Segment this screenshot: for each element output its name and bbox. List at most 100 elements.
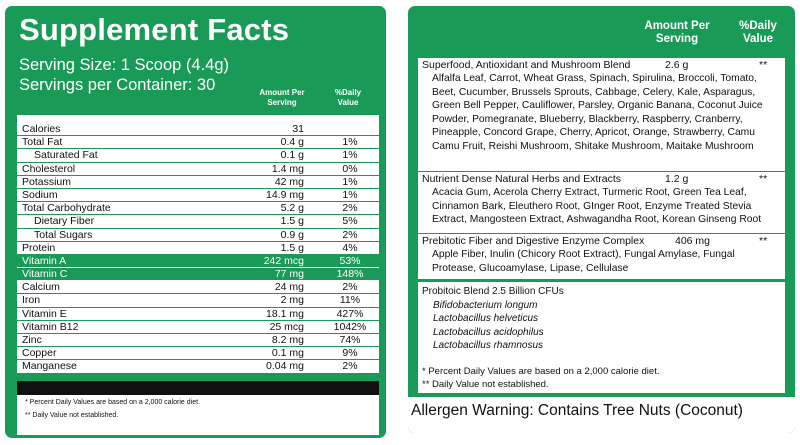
table-row: Cholesterol 1.4 mg 0% [17,163,379,176]
panel-title: Supplement Facts [19,12,290,47]
nutrient-daily-value: 53% [339,254,361,267]
nutrient-name: Copper [22,347,57,360]
table-row: Calcium 24 mg 2% [17,281,379,295]
blend-facts-panel: Amount Per Serving %Daily Value Superfoo… [408,6,795,433]
blend-amount: 2.6 g [665,59,689,71]
nutrient-name: Manganese [22,360,77,373]
probiotic-blend: Probitoic Blend 2.5 Billion CFUs Bifidob… [418,282,785,363]
nutrient-daily-value: 1% [342,175,358,188]
column-header-amount: Amount Per Serving [644,20,710,45]
table-row: Total Sugars 0.9 g 2% [17,229,379,242]
table-row: Vitamin A 242 mcg 53% [17,254,379,269]
probiotic-strain: Lactobacillus acidophilus [433,326,544,338]
column-header-daily-value: %Daily Value [739,20,777,45]
allergen-area [408,397,795,433]
nutrient-daily-value: 1% [342,149,358,162]
nutrient-name: Total Carbohydrate [22,202,111,215]
table-row: Manganese 0.04 mg 2% [17,360,379,374]
nutrient-daily-value: 1042% [333,320,367,333]
footnote-percent-dv: * Percent Daily Values are based on a 2,… [25,399,200,406]
nutrient-name: Saturated Fat [34,149,98,162]
nutrient-table: Calories 31 Total Fat 0.4 g 1% Saturated Fat 0… [17,115,379,374]
table-row: Copper 0.1 mg 9% [17,347,379,361]
nutrient-amount: 0.4 g [280,136,304,149]
nutrient-amount: 1.4 mg [271,162,304,175]
nutrient-daily-value: 1% [342,188,358,201]
blend-daily-value: ** [759,173,768,185]
left-footnotes: * Percent Daily Values are based on a 2,… [17,395,379,435]
nutrient-daily-value: 5% [342,215,358,228]
table-row: Zinc 8.2 mg 74% [17,334,379,348]
nutrient-name: Protein [22,241,56,254]
blend-ingredients: Acacia Gum, Acerola Cherry Extract, Turm… [432,187,762,225]
table-row: Potassium 42 mg 1% [17,176,379,189]
nutrient-amount: 2 mg [280,294,304,307]
nutrient-amount: 14.9 mg [266,188,304,201]
footnote-dv-not-established: ** Daily Value not established. [422,378,549,390]
blend-amount: 1.2 g [665,173,689,185]
nutrient-daily-value: 1% [342,136,358,149]
blend-amount: 406 mg [675,235,711,247]
nutrient-daily-value: 2% [342,228,358,241]
probiotic-title: Probitoic Blend 2.5 Billion CFUs [422,286,564,297]
blend-name: Prebitotic Fiber and Digestive Enzyme Co… [422,235,645,247]
nutrient-daily-value: 74% [339,334,361,346]
nutrient-amount: 5.2 g [280,202,304,215]
serving-size: Serving Size: 1 Scoop (4.4g) [19,56,230,74]
blend-name: Superfood, Antioxidant and Mushroom Blen… [422,59,631,71]
nutrient-name: Vitamin A [22,254,67,267]
allergen-warning: Allergen Warning: Contains Tree Nuts (Co… [411,402,743,419]
nutrient-amount: 42 mg [274,175,304,188]
nutrient-amount: 8.2 mg [271,334,304,346]
table-row: Protein 1.5 g 4% [17,242,379,255]
nutrient-name: Vitamin B12 [22,320,79,333]
nutrient-amount: 1.5 g [280,241,304,254]
nutrient-amount: 25 mcg [269,320,304,333]
nutrient-name: Zinc [22,334,42,346]
table-row: Saturated Fat 0.1 g 1% [17,149,379,163]
nutrient-name: Iron [22,294,41,307]
column-header-amount: Amount Per Serving [259,88,305,107]
nutrient-amount: 1.5 g [280,215,304,228]
probiotic-strain: Bifidobacterium longum [433,299,538,311]
right-footnotes: * Percent Daily Values are based on a 2,… [418,363,785,393]
blend-daily-value: ** [759,59,768,71]
nutrient-amount: 0.9 g [280,228,304,241]
servings-per-container: Servings per Container: 30 [19,76,216,94]
nutrient-name: Total Sugars [34,228,93,241]
nutrient-name: Dietary Fiber [34,215,95,228]
nutrient-daily-value: 427% [336,307,364,320]
nutrient-amount: 0.04 mg [266,360,304,373]
probiotic-strain: Lactobacillus rhamnosus [433,340,544,351]
nutrient-name: Calories [22,123,61,135]
nutrient-amount: 24 mg [274,281,304,294]
table-row: Sodium 14.9 mg 1% [17,188,379,203]
nutrient-amount: 0.1 g [280,149,304,162]
separator-bar [17,381,379,395]
nutrient-name: Total Fat [22,136,63,149]
nutrient-amount: 242 mcg [263,254,304,267]
table-top-spacer [17,115,379,123]
blend-superfood: Superfood, Antioxidant and Mushroom Blen… [418,58,785,171]
supplement-facts-panel: Supplement Facts Serving Size: 1 Scoop (… [5,6,386,438]
table-row: Iron 2 mg 11% [17,294,379,308]
nutrient-daily-value: 4% [342,241,358,254]
nutrient-daily-value: 0% [342,162,358,175]
nutrient-amount: 18.1 mg [266,307,304,320]
probiotic-strain: Lactobacillus helveticus [433,313,539,324]
footnote-percent-dv: * Percent Daily Values are based on a 2,… [422,366,660,377]
nutrient-daily-value: 2% [342,281,358,294]
blend-prebiotic-enzyme: Prebitotic Fiber and Digestive Enzyme Co… [418,234,785,279]
blend-ingredients: Apple Fiber, Inulin (Chicory Root Extrac… [432,249,735,274]
nutrient-daily-value: 2% [342,202,358,215]
nutrient-name: Vitamin E [22,307,67,320]
nutrient-name: Calcium [22,281,60,294]
nutrient-name: Vitamin C [22,268,68,281]
nutrient-amount: 77 mg [274,268,304,281]
nutrient-amount: 0.1 mg [271,347,304,360]
table-row: Vitamin B12 25 mcg 1042% [17,321,379,334]
table-row: Total Fat 0.4 g 1% [17,136,379,150]
column-header-daily-value: %Daily Value [334,88,362,107]
nutrient-daily-value: 2% [342,360,358,373]
nutrient-daily-value: 11% [339,294,361,307]
